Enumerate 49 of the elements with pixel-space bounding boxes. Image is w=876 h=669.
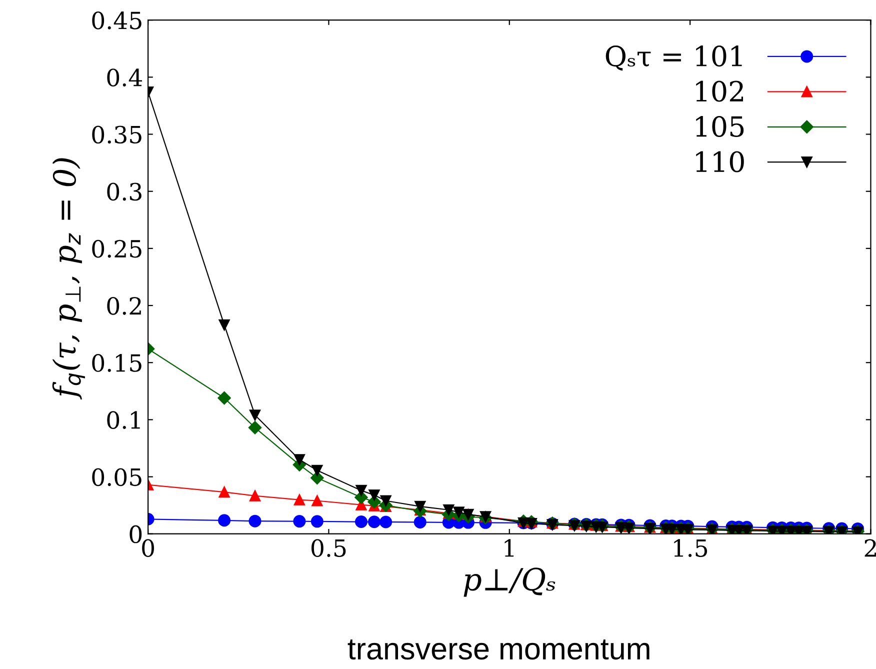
point [414, 516, 426, 528]
x-axis-title: p⊥/Qₛ [464, 568, 556, 597]
point [294, 454, 306, 466]
y-tick-label: 0.4 [107, 68, 142, 86]
y-tick-label: 0.2 [107, 296, 141, 315]
y-tick-label: 0.15 [92, 354, 142, 372]
point [312, 464, 323, 476]
point [380, 495, 392, 506]
point [414, 500, 426, 512]
y-tick-label: 0.25 [92, 240, 142, 258]
legend-label: 105 [696, 116, 744, 138]
point [249, 490, 261, 502]
y-tick-label: 0.35 [92, 126, 142, 144]
point [293, 515, 306, 528]
point [249, 410, 261, 421]
point [380, 516, 392, 528]
point [644, 523, 656, 534]
x-tick-label: 1.5 [674, 539, 708, 557]
text: transverse momentum [348, 640, 650, 660]
x-tick-label: 1 [504, 539, 514, 557]
point [615, 522, 627, 534]
x-tick-label: 0 [142, 539, 154, 557]
point [310, 515, 324, 528]
point [312, 495, 323, 506]
point [354, 516, 368, 528]
point [368, 489, 380, 501]
x-tick-label: 2 [864, 539, 876, 557]
y-tick-label: 0.45 [92, 12, 142, 30]
point [248, 421, 262, 434]
y-tick-label: 0 [130, 525, 142, 544]
legend-label: 102 [696, 80, 744, 102]
y-axis-title: f$_{q}$(τ, p$_{⊥}$, p$_{z}$ = 0) [52, 158, 85, 400]
point [218, 391, 231, 405]
point [218, 514, 231, 527]
point [368, 516, 380, 528]
x-tick-label: 0.5 [312, 539, 346, 557]
point [248, 514, 262, 528]
y-tick-label: 0.05 [92, 468, 142, 486]
point [568, 520, 580, 532]
legend-label: Qₛτ = 101 [606, 46, 742, 71]
point [294, 494, 306, 506]
point [356, 484, 367, 496]
y-tick-label: 0.3 [107, 182, 142, 201]
point [443, 504, 454, 516]
legend-label: 110 [696, 151, 744, 172]
point [218, 486, 230, 498]
y-tick-label: 0.1 [107, 411, 140, 429]
point [218, 319, 230, 330]
point [580, 520, 592, 532]
